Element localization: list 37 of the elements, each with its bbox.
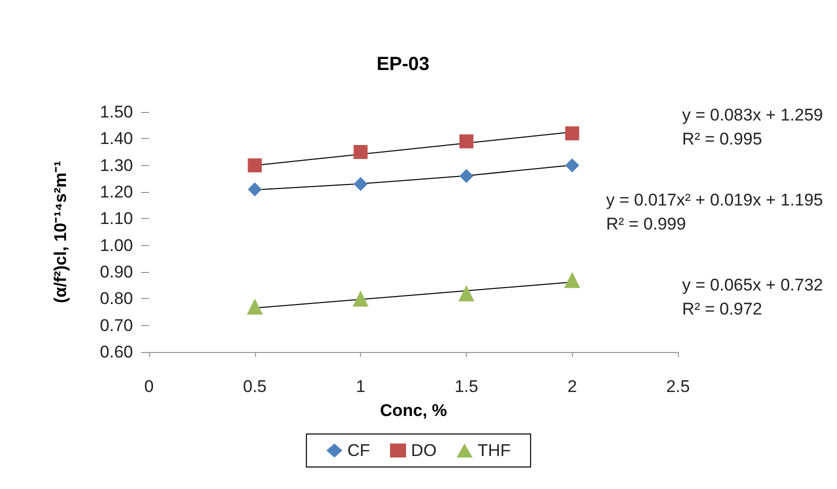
x-tick-label: 2 — [567, 377, 577, 396]
point — [352, 290, 369, 307]
point — [564, 272, 580, 288]
point — [354, 177, 368, 191]
x-tick-label: 1 — [356, 377, 366, 396]
chart-title: EP-03 — [376, 54, 430, 75]
x-tick-label: 0.5 — [242, 377, 267, 396]
y-tick-label: 0.60 — [100, 342, 133, 362]
y-tick-label: 1.00 — [100, 236, 133, 255]
annotation: y = 0.017x² + 0.019x + 1.195 R² = 0.999 — [606, 190, 824, 234]
y-tick-label: 1.30 — [100, 156, 133, 175]
point — [246, 298, 263, 315]
x-tick-label: 1.5 — [454, 377, 478, 396]
point — [248, 158, 262, 172]
point — [459, 169, 474, 183]
y-tick-label: 1.40 — [100, 129, 133, 148]
point — [565, 126, 580, 140]
y-tick-label: 0.80 — [100, 289, 133, 308]
legend-label: CF — [347, 441, 370, 460]
point — [458, 285, 474, 302]
point — [459, 134, 474, 148]
x-axis-title: Conc, % — [380, 401, 448, 420]
legend-label: DO — [411, 441, 437, 460]
text: y = 0.065x + 0.732 R² = 0.972 — [682, 276, 824, 318]
legend-label: THF — [478, 441, 511, 460]
point — [565, 158, 580, 172]
x-tick-label: 2.5 — [666, 377, 690, 396]
y-tick-label: 1.20 — [100, 182, 133, 202]
point — [248, 182, 262, 196]
y-tick-label: 1.50 — [100, 102, 133, 122]
y-tick-label: 0.70 — [100, 316, 133, 335]
y-axis-title: (α/f²)cl, 10⁻¹⁴s²m⁻¹ — [51, 160, 70, 304]
y-tick-label: 1.10 — [100, 209, 133, 228]
x-tick-label: 0 — [144, 377, 154, 396]
point — [354, 145, 368, 159]
y-tick-label: 0.90 — [100, 262, 133, 282]
text: y = 0.083x + 1.259 R² = 0.995 — [682, 106, 824, 148]
